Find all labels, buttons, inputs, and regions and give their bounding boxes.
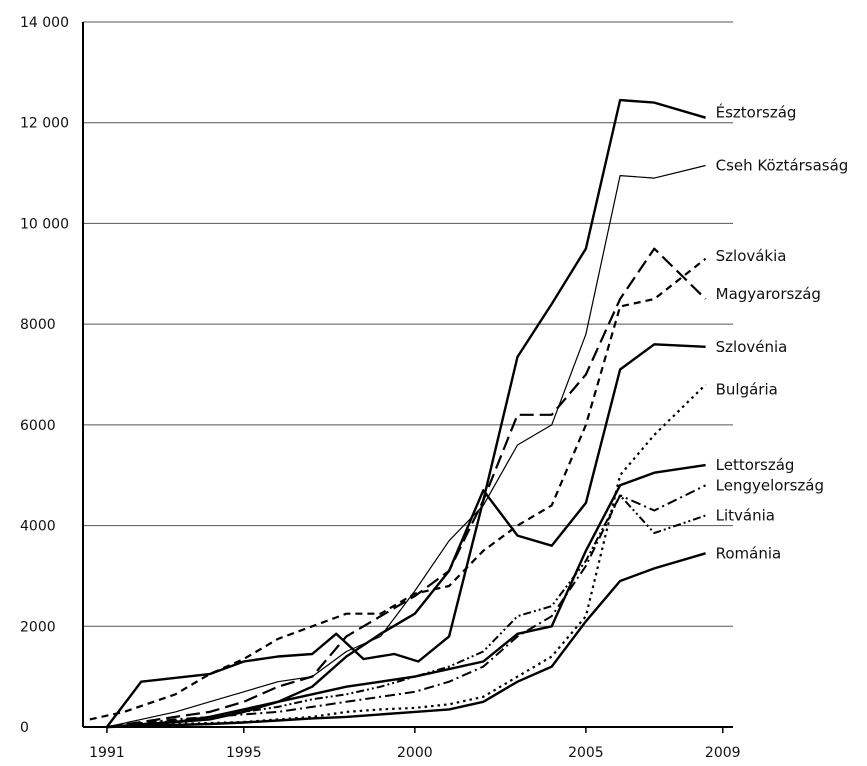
x-tick-label: 1991 (89, 745, 125, 761)
y-tick-label: 0 (20, 720, 29, 736)
series-line-6 (106, 383, 707, 729)
series-line-8 (106, 484, 707, 728)
y-tick-label: 14 000 (20, 15, 69, 31)
x-tick-label: 2000 (397, 745, 433, 761)
y-tick-label: 12 000 (20, 116, 69, 132)
y-tick-label: 2000 (20, 619, 56, 635)
series-label: Lettország (716, 456, 795, 474)
series-line-4 (89, 257, 707, 721)
gridlines (83, 21, 733, 627)
y-tick-label: 10 000 (20, 216, 69, 232)
series-labels: Észtország Cseh Köztársaság Szlovákia Magya… (716, 103, 849, 563)
x-tick-label: 2009 (705, 745, 741, 761)
y-tick-label: 8000 (20, 317, 56, 333)
series-label: Szlovákia (716, 247, 787, 265)
series-line-10 (106, 552, 706, 729)
series-label: Bulgária (716, 381, 778, 399)
y-tick-label: 4000 (20, 519, 56, 535)
series-line-2 (106, 164, 706, 728)
series-line-9 (106, 494, 706, 728)
y-tick-label: 6000 (20, 418, 56, 434)
series-label: Románia (716, 544, 782, 562)
x-tick-label: 1995 (226, 745, 262, 761)
axes: 0 2000 4000 6000 8000 10 000 12 000 14 000 1991 1… (20, 15, 741, 761)
series-line-1 (105, 98, 706, 728)
series-label: Magyarország (716, 285, 821, 303)
series-label: Litvánia (716, 507, 775, 525)
series-line-7 (106, 463, 706, 729)
x-tick-label: 2005 (568, 745, 604, 761)
series-label: Észtország (716, 103, 797, 122)
series-label: Szlovénia (716, 338, 788, 356)
series-label: Cseh Köztársaság (716, 157, 849, 175)
series-label: Lengyelország (716, 476, 824, 494)
series-line-3 (106, 247, 707, 729)
series-lines (89, 98, 707, 729)
series-line-5 (106, 343, 706, 729)
